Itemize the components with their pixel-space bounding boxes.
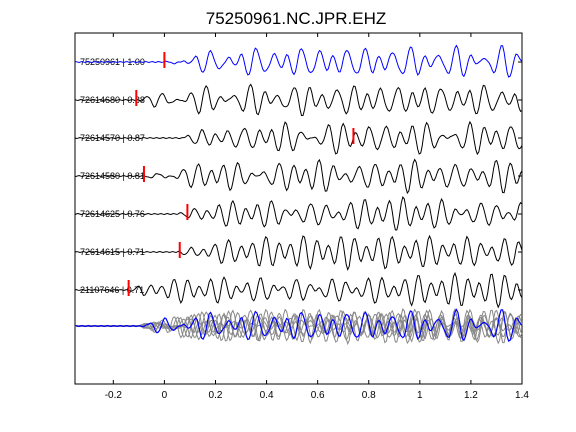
- x-tick-label: 0: [162, 390, 168, 401]
- overlay-stack: [74, 307, 523, 346]
- trace-row: 72614615 | 0.71: [74, 234, 523, 272]
- trace-row: 72614625 | 0.76: [74, 196, 523, 231]
- x-tick-label: 1.4: [515, 390, 529, 401]
- x-tick-label: 0.2: [209, 390, 223, 401]
- x-tick-label: 1.2: [464, 390, 478, 401]
- x-tick-label: 0.4: [260, 390, 274, 401]
- trace-line: [74, 234, 523, 272]
- x-tick-label: 0.8: [362, 390, 376, 401]
- trace-line: [74, 196, 523, 231]
- trace-line: [74, 120, 523, 156]
- trace-line: [74, 271, 523, 309]
- overlay-master-trace: [74, 308, 523, 342]
- trace-row: 21107646 | 0.71: [74, 271, 523, 309]
- trace-row: 72614570 | 0.87: [74, 120, 523, 156]
- trace-line: [74, 83, 523, 116]
- trace-line: [74, 44, 523, 78]
- trace-row: 75250961 | 1.00: [74, 44, 523, 78]
- overlay-trace: [74, 308, 523, 343]
- x-axis: -0.2 0 0.2 0.4 0.6 0.8 1 1.2 1.4: [105, 33, 529, 401]
- plot-frame: [74, 32, 523, 385]
- chart-title: 75250961.NC.JPR.EHZ: [206, 9, 386, 28]
- x-tick-label: 0.6: [311, 390, 325, 401]
- trace-row: 72614580 | 0.81: [75, 158, 523, 195]
- x-tick-label: -0.2: [105, 390, 123, 401]
- trace-stack: 75250961 | 1.00 72614680 | 0.88 72614570 |…: [74, 44, 523, 309]
- overlay-trace: [74, 308, 523, 346]
- trace-line: [75, 158, 523, 195]
- trace-row: 72614680 | 0.88: [74, 83, 523, 116]
- x-tick-label: 1: [417, 390, 423, 401]
